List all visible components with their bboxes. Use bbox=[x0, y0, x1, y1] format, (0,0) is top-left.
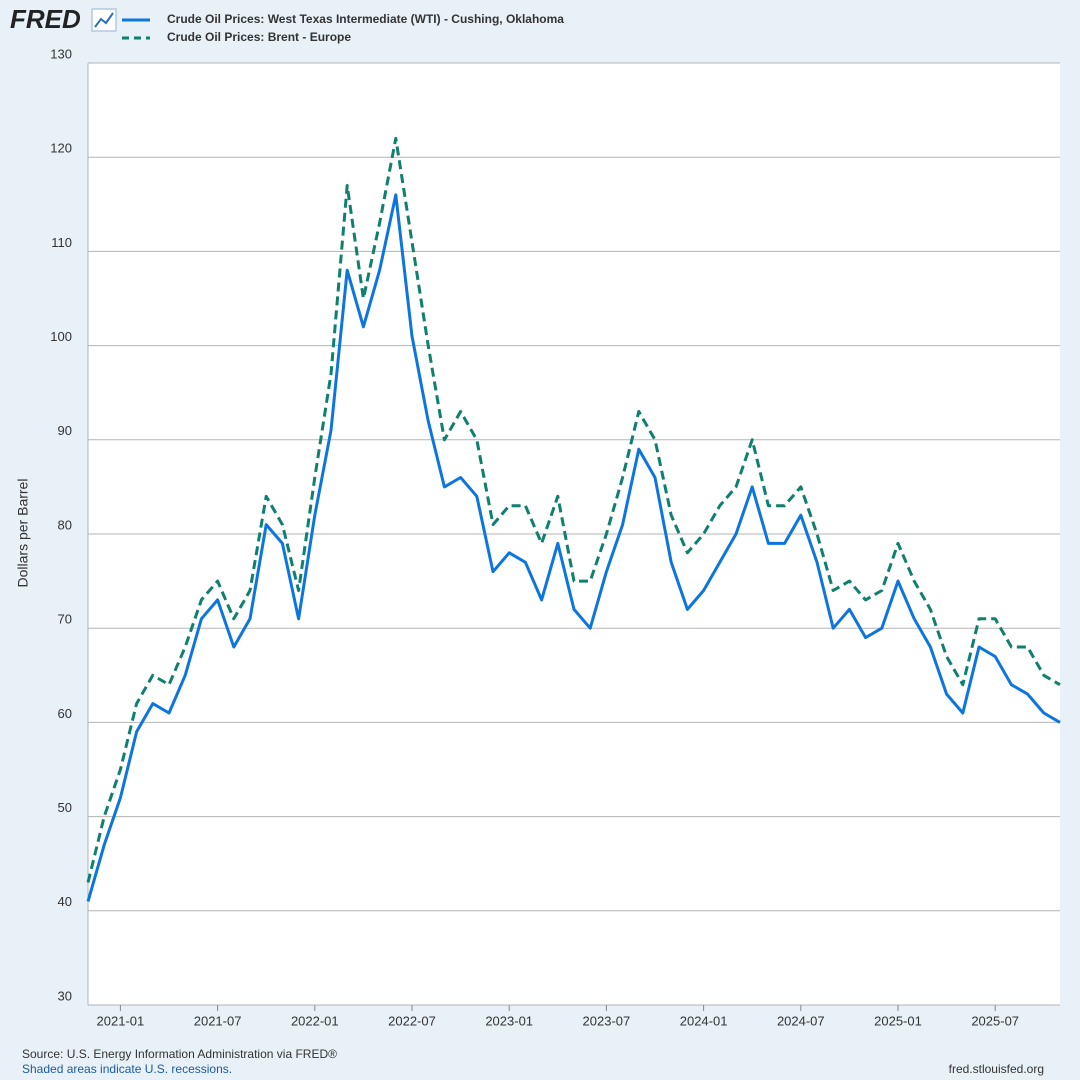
y-tick-label: 50 bbox=[58, 800, 72, 815]
y-tick-label: 120 bbox=[50, 141, 72, 156]
x-tick-label: 2021-01 bbox=[97, 1013, 145, 1028]
x-tick-label: 2022-07 bbox=[388, 1013, 436, 1028]
series-line bbox=[86, 193, 1061, 902]
x-tick-label: 2021-07 bbox=[194, 1013, 242, 1028]
y-tick-label: 80 bbox=[58, 517, 72, 532]
series-line bbox=[86, 136, 1061, 883]
x-tick-label: 2025-01 bbox=[874, 1013, 922, 1028]
y-tick-label: 40 bbox=[58, 894, 72, 909]
x-tick-label: 2022-01 bbox=[291, 1013, 339, 1028]
y-tick-label: 100 bbox=[50, 329, 72, 344]
logo-icon bbox=[91, 8, 117, 32]
x-tick-label: 2025-07 bbox=[971, 1013, 1019, 1028]
site: fred.stlouisfed.org bbox=[949, 1062, 1044, 1076]
y-axis-label: Dollars per Barrel bbox=[15, 479, 31, 588]
x-tick-label: 2023-01 bbox=[485, 1013, 533, 1028]
y-tick-label: 70 bbox=[58, 612, 72, 627]
x-tick-label: 2023-07 bbox=[583, 1013, 631, 1028]
x-tick-label: 2024-01 bbox=[680, 1013, 728, 1028]
y-tick-label: 110 bbox=[51, 235, 72, 250]
recession-note: Shaded areas indicate U.S. recessions. bbox=[22, 1062, 232, 1076]
legend-label: Crude Oil Prices: Brent - Europe bbox=[167, 30, 351, 44]
y-tick-label: 30 bbox=[58, 988, 72, 1003]
legend-label: Crude Oil Prices: West Texas Intermediat… bbox=[167, 12, 564, 26]
y-tick-label: 130 bbox=[50, 46, 72, 61]
logo: FRED bbox=[10, 4, 81, 34]
source: Source: U.S. Energy Information Administ… bbox=[22, 1047, 337, 1061]
x-tick-label: 2024-07 bbox=[777, 1013, 825, 1028]
y-tick-label: 90 bbox=[58, 423, 72, 438]
y-tick-label: 60 bbox=[58, 706, 72, 721]
